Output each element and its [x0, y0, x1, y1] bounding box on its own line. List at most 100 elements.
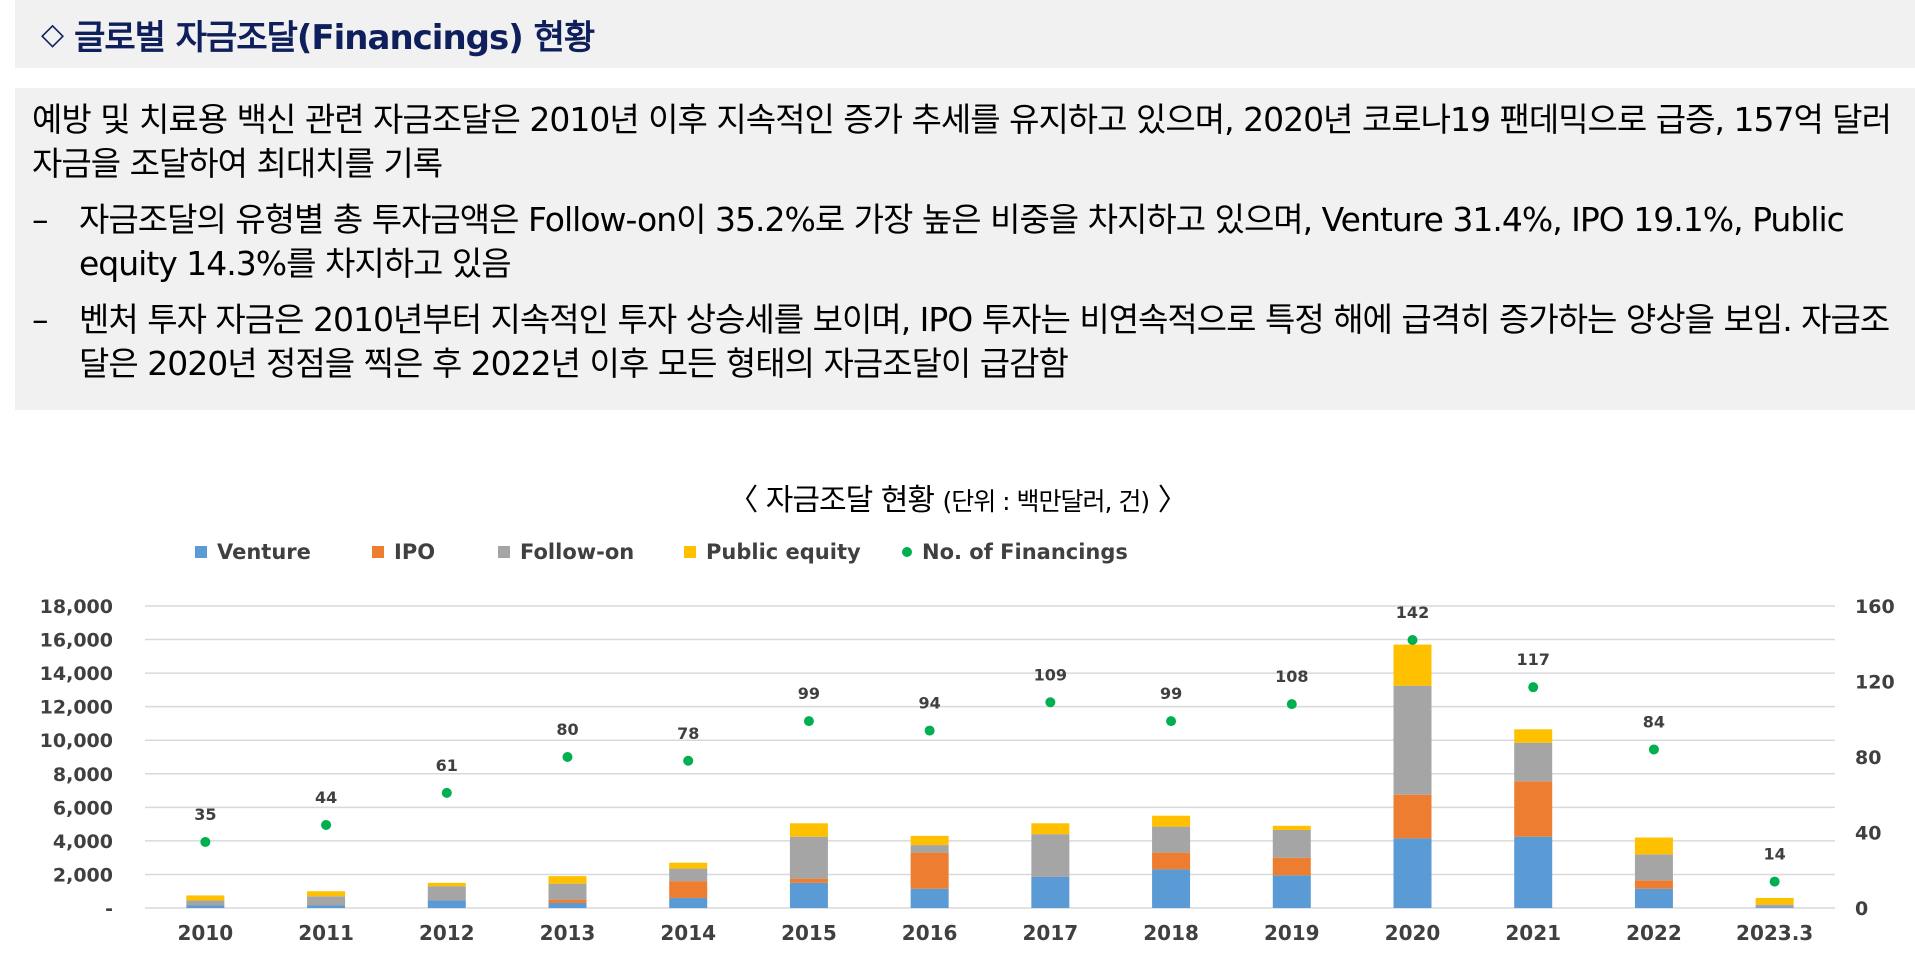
x-axis-label: 2021 [1505, 921, 1561, 945]
x-axis-label: 2023.3 [1736, 921, 1813, 945]
diamond-icon: ◇ [41, 16, 65, 52]
bar-segment-public-equity [1272, 825, 1311, 830]
y-left-tick-label: 14,000 [40, 663, 113, 685]
bar-segment-follow-on [1152, 826, 1191, 853]
bar-segment-public-equity [910, 835, 949, 846]
bar-segment-venture [1152, 869, 1191, 908]
bar-segment-follow-on [427, 886, 466, 901]
bar-segment-venture [1272, 875, 1311, 908]
y-left-tick-label: 4,000 [53, 831, 113, 853]
financing-count-point [803, 716, 814, 727]
y-left-tick-label: 2,000 [53, 864, 113, 886]
x-axis-label: 2018 [1143, 921, 1199, 945]
bar-segment-follow-on [1031, 834, 1070, 877]
bar-segment-venture [427, 900, 466, 908]
bar-segment-ipo [1514, 781, 1553, 837]
financing-count-point [1286, 699, 1297, 710]
bar-segment-venture [1031, 876, 1070, 908]
financing-count-label: 108 [1275, 667, 1308, 686]
legend-ipo: IPO [372, 540, 435, 564]
bar-segment-public-equity [1634, 837, 1673, 855]
x-axis-label: 2014 [660, 921, 716, 945]
bar-segment-venture [910, 888, 949, 908]
financing-count-label: 109 [1034, 665, 1067, 684]
financing-count-point [1166, 716, 1177, 727]
bar-segment-follow-on [186, 900, 225, 906]
legend-label: Follow-on [520, 540, 635, 564]
y-right-tick-label: 80 [1855, 747, 1881, 769]
bar-segment-public-equity [307, 891, 346, 897]
legend-label: IPO [394, 540, 436, 564]
chart-title: 〈 자금조달 현황 (단위 : 백만달러, 건) 〉 [0, 475, 1915, 519]
legend-swatch [498, 546, 510, 558]
financing-count-label: 99 [798, 684, 820, 703]
bar-segment-ipo [548, 899, 587, 903]
x-axis-label: 2017 [1023, 921, 1079, 945]
legend-label: Venture [217, 540, 311, 564]
bar-segment-public-equity [1755, 897, 1794, 905]
bar-segment-public-equity [669, 862, 708, 869]
bar-segment-public-equity [1031, 823, 1070, 835]
financing-count-label: 142 [1396, 603, 1429, 622]
x-axis-label: 2020 [1385, 921, 1441, 945]
summary-bullet-1: – 자금조달의 유형별 총 투자금액은 Follow-on이 35.2%로 가장… [32, 198, 1915, 286]
legend-label: No. of Financings [922, 540, 1128, 564]
bar-segment-public-equity [427, 882, 466, 887]
legend-dot [902, 547, 912, 557]
x-axis-label: 2015 [781, 921, 837, 945]
y-left-tick-label: 6,000 [53, 797, 113, 819]
financing-count-point [1045, 697, 1056, 708]
financing-count-point [562, 752, 573, 762]
x-axis-label: 2016 [902, 921, 958, 945]
y-left-tick-label: 8,000 [53, 764, 113, 786]
y-right-tick-label: 120 [1855, 672, 1895, 694]
bar-segment-public-equity [1393, 644, 1432, 686]
financing-count-label: 117 [1517, 650, 1550, 669]
financing-count-point [924, 725, 935, 736]
y-left-tick-label: 12,000 [40, 697, 113, 719]
bullet-text: 자금조달의 유형별 총 투자금액은 Follow-on이 35.2%로 가장 높… [79, 200, 1845, 283]
bar-segment-follow-on [1514, 742, 1553, 782]
financing-count-point [1407, 634, 1418, 645]
financing-count-point [1648, 744, 1659, 755]
summary-bullet-2: – 벤처 투자 자금은 2010년부터 지속적인 투자 상승세를 보이며, IP… [32, 298, 1915, 386]
bar-segment-follow-on [789, 836, 828, 879]
bar-segment-ipo [1634, 880, 1673, 889]
bar-segment-venture [1393, 838, 1432, 908]
legend-no-of-financings: No. of Financings [902, 540, 1128, 564]
legend-public-equity: Public equity [684, 540, 861, 564]
financing-count-label: 99 [1160, 684, 1182, 703]
bar-segment-venture [186, 905, 225, 908]
financing-count-point [1769, 876, 1780, 887]
bar-segment-public-equity [548, 876, 587, 884]
x-axis-label: 2013 [540, 921, 596, 945]
bar-segment-venture [789, 882, 828, 908]
y-right-tick-label: 0 [1855, 898, 1868, 920]
bar-segment-venture [307, 905, 346, 908]
x-axis-label: 2022 [1626, 921, 1682, 945]
legend-swatch [372, 546, 384, 558]
bullet-dash: – [32, 300, 49, 339]
chart-title-close: 〉 [1149, 483, 1188, 518]
x-axis-label: 2012 [419, 921, 475, 945]
x-axis-label: 2019 [1264, 921, 1320, 945]
financing-count-label: 14 [1764, 845, 1786, 864]
financing-count-point [321, 819, 332, 830]
bar-segment-ipo [1152, 852, 1191, 870]
bar-segment-public-equity [186, 895, 225, 901]
legend-swatch [684, 546, 696, 558]
bar-segment-ipo [669, 881, 708, 898]
bar-segment-ipo [910, 852, 949, 889]
chart-title-main: 〈 자금조달 현황 [728, 483, 943, 518]
y-left-tick-label: - [105, 898, 113, 920]
bar-segment-ipo [1272, 857, 1311, 876]
financing-count-point [1528, 682, 1539, 693]
legend-follow-on: Follow-on [498, 540, 634, 564]
bar-segment-public-equity [789, 823, 828, 837]
financing-count-label: 94 [919, 694, 941, 713]
legend-swatch [195, 546, 207, 558]
financing-count-point [683, 755, 694, 766]
y-left-tick-label: 18,000 [40, 596, 113, 618]
bar-segment-public-equity [1514, 729, 1553, 743]
financing-count-label: 61 [436, 756, 458, 775]
